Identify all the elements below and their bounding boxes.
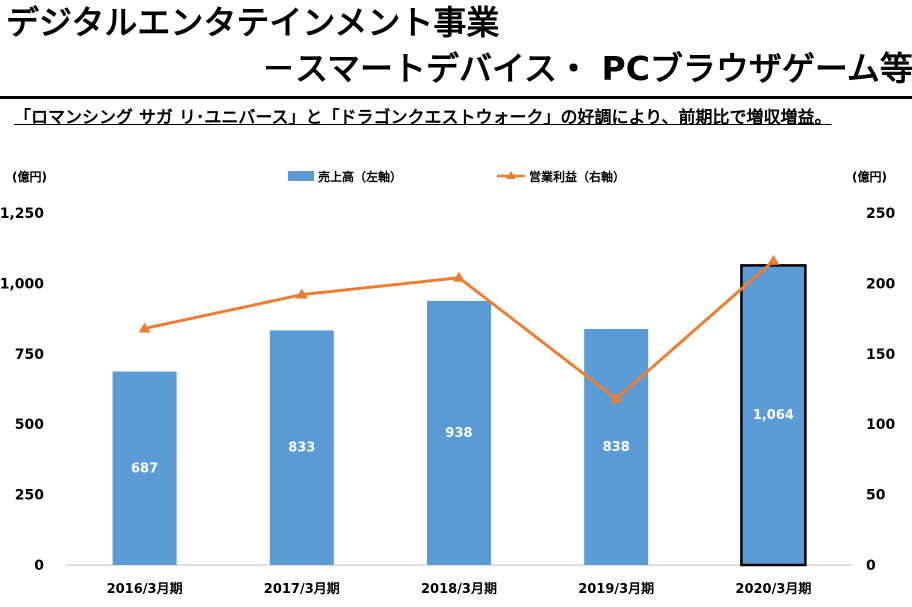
x-axis-tick: 2019/3月期	[578, 582, 654, 597]
left-axis-tick: 500	[15, 417, 44, 433]
right-axis-tick: 150	[866, 347, 895, 363]
sales-bar	[427, 300, 491, 565]
right-axis-tick: 0	[866, 558, 876, 574]
right-axis-tick: 100	[866, 417, 895, 433]
page-subtitle-line: －スマートデバイス・ PCブラウザゲーム等	[262, 49, 912, 88]
profit-point	[453, 271, 465, 282]
left-axis-tick: 1,000	[0, 276, 44, 292]
x-axis-tick: 2016/3月期	[107, 582, 183, 597]
legend-triangle-marker	[506, 171, 516, 179]
x-axis-tick: 2017/3月期	[264, 582, 340, 597]
left-axis-tick: 250	[15, 488, 44, 504]
sales-bar	[740, 264, 807, 567]
title-divider	[0, 96, 912, 99]
legend-profit-label: 営業利益（右軸）	[529, 169, 625, 184]
left-axis-tick: 0	[34, 558, 44, 574]
page-title: デジタルエンタテインメント事業	[6, 3, 500, 42]
sales-data-label: 838	[603, 440, 630, 455]
profit-point	[138, 322, 151, 333]
x-axis-tick: 2018/3月期	[421, 582, 497, 597]
sales-bar	[269, 330, 334, 565]
left-axis-unit: (億円)	[12, 169, 47, 184]
summary-text: 「ロマンシング サガ リ･ユニバース」と「ドラゴンクエストウォーク」の好調により…	[14, 108, 832, 128]
legend-bar-swatch	[288, 171, 314, 181]
left-axis-tick: 1,250	[0, 206, 44, 222]
profit-point	[767, 254, 780, 265]
left-axis-tick: 750	[15, 347, 44, 363]
sales-data-label: 938	[445, 426, 472, 441]
right-axis-tick: 200	[866, 276, 895, 292]
profit-point	[295, 288, 308, 299]
sales-data-label: 1,064	[753, 408, 794, 423]
profit-point	[610, 392, 623, 403]
sales-bar	[584, 329, 649, 565]
right-axis-tick: 50	[866, 488, 886, 504]
legend-sales-label: 売上高（左軸）	[318, 169, 402, 184]
x-axis-tick: 2020/3月期	[735, 582, 811, 597]
legend: 売上高（左軸） 営業利益（右軸）	[288, 169, 625, 184]
right-axis-tick: 250	[866, 206, 895, 222]
sales-bar	[112, 371, 177, 565]
sales-data-label: 833	[288, 441, 315, 456]
sales-data-label: 687	[131, 461, 158, 476]
right-axis-unit: (億円)	[852, 169, 887, 184]
